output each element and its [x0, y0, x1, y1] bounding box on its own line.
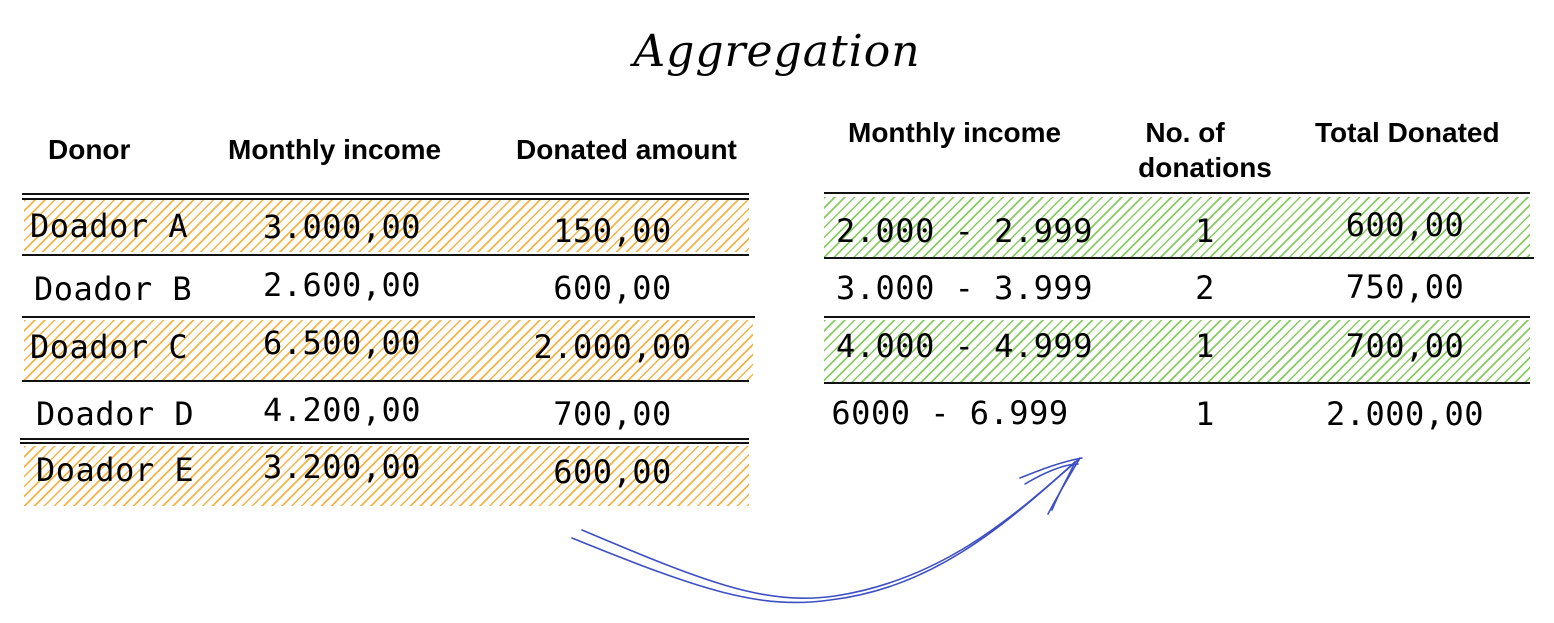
donation-count-value: 2 — [1195, 269, 1215, 307]
income-range-value: 4.000 - 4.999 — [836, 327, 1093, 365]
header-income-range: Monthly income — [848, 117, 1062, 148]
donor-name: Doador B — [34, 270, 193, 308]
header-donor: Donor — [48, 134, 131, 165]
table-rule — [22, 193, 749, 195]
row-highlight — [24, 320, 753, 380]
row-highlight — [824, 197, 1530, 257]
arrow-head — [1051, 461, 1076, 511]
total-donated-value: 750,00 — [1345, 268, 1465, 306]
income-range-value: 2.000 - 2.999 — [836, 212, 1093, 250]
income-range-value: 6000 - 6.999 — [831, 394, 1069, 432]
income-range-value: 3.000 - 3.999 — [836, 269, 1093, 307]
row-highlight — [24, 446, 749, 506]
table-rule — [20, 438, 749, 440]
monthly-income-value: 6.500,00 — [262, 324, 422, 362]
donor-name: Doador D — [36, 395, 195, 433]
donation-count-value: 1 — [1195, 395, 1215, 433]
donation-count-value: 1 — [1195, 212, 1215, 250]
total-donated-value: 2.000,00 — [1325, 395, 1485, 433]
arrow-shaft — [571, 461, 1076, 604]
table-rule — [824, 192, 1530, 194]
row-highlight — [824, 320, 1530, 382]
table-rule — [22, 198, 749, 200]
header-donations: donations — [1138, 152, 1272, 183]
header-no-of: No. of — [1145, 117, 1225, 148]
donor-name: Doador A — [30, 207, 189, 245]
arrow-shaft — [581, 457, 1081, 599]
monthly-income-value: 3.200,00 — [262, 448, 422, 486]
donated-amount-value: 600,00 — [553, 453, 672, 491]
monthly-income-value: 4.200,00 — [262, 391, 422, 429]
total-donated-value: 600,00 — [1345, 206, 1465, 244]
header-donated-amount: Donated amount — [516, 134, 737, 165]
arrow-head — [1019, 457, 1083, 479]
table-rule — [824, 382, 1530, 384]
donated-amount-value: 150,00 — [553, 212, 672, 250]
donated-amount-value: 600,00 — [553, 269, 672, 307]
donor-name: Doador E — [36, 451, 195, 489]
donor-name: Doador C — [30, 328, 189, 366]
table-rule — [22, 380, 749, 382]
total-donated-value: 700,00 — [1345, 327, 1465, 365]
table-rule — [22, 254, 749, 256]
donated-amount-value: 2.000,00 — [533, 328, 692, 366]
table-rule — [824, 316, 1530, 318]
table-rule — [20, 442, 749, 444]
diagram-title: Aggregation — [633, 26, 921, 77]
table-rule — [824, 257, 1534, 259]
monthly-income-value: 3.000,00 — [262, 208, 422, 246]
row-highlight — [24, 200, 749, 252]
header-total-donated: Total Donated — [1315, 117, 1500, 148]
table-rule — [22, 316, 755, 318]
donated-amount-value: 700,00 — [553, 395, 672, 433]
donation-count-value: 1 — [1195, 327, 1215, 365]
monthly-income-value: 2.600,00 — [262, 266, 422, 304]
header-monthly-income: Monthly income — [228, 134, 442, 165]
